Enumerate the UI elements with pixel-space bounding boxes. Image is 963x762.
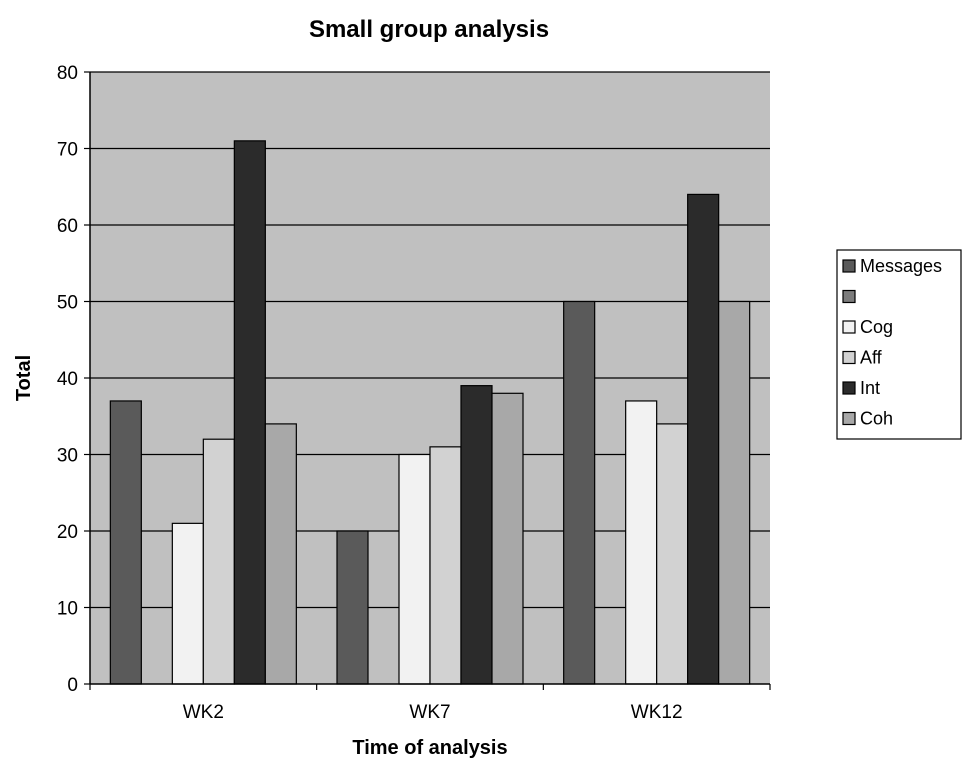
bar-cog-wk12 (625, 400, 658, 685)
legend-items: Messages Cog Aff Int Coh (842, 256, 942, 429)
legend-box (836, 249, 962, 440)
bar-messages-wk7 (336, 530, 369, 685)
bar-int-wk2 (233, 140, 266, 685)
bar-coh-wk2 (264, 423, 297, 685)
x-axis-ticks: WK2 WK7 WK12 (89, 684, 771, 723)
legend-label: Cog (860, 317, 893, 337)
legend-swatch (842, 350, 856, 365)
bar-coh-wk7 (491, 392, 524, 685)
legend-swatch (842, 289, 856, 304)
y-tick-label: 60 (57, 216, 78, 237)
legend-label: Coh (860, 409, 893, 429)
y-tick-label: 0 (67, 675, 78, 696)
y-tick-label: 40 (57, 369, 78, 390)
x-tick-label: WK2 (183, 702, 224, 723)
y-tick-label: 50 (57, 293, 78, 314)
bar-int-wk12 (687, 193, 720, 685)
y-tick-label: 70 (57, 140, 78, 161)
bar-aff-wk7 (429, 446, 462, 685)
y-tick-label: 10 (57, 599, 78, 620)
legend-label: Int (860, 378, 880, 398)
legend-swatch (842, 320, 856, 334)
bar-messages-wk2 (109, 400, 142, 685)
bar-messages-wk12 (563, 300, 596, 685)
y-tick-label: 80 (57, 63, 78, 84)
bar-coh-wk12 (718, 300, 751, 685)
y-axis-title: Total (13, 355, 35, 401)
y-tick-label: 30 (57, 446, 78, 467)
chart-title: Small group analysis (309, 16, 549, 43)
legend-swatch (842, 259, 856, 273)
y-tick-label: 20 (57, 522, 78, 543)
legend: Messages Cog Aff Int Coh (836, 249, 962, 440)
legend-label: Aff (860, 348, 883, 368)
legend-swatch (842, 381, 856, 395)
x-tick-label: WK7 (409, 702, 450, 723)
bar-int-wk7 (460, 385, 493, 685)
bar-aff-wk12 (656, 423, 689, 685)
x-tick-label: WK12 (631, 702, 683, 723)
bars (109, 140, 751, 685)
bar-cog-wk7 (398, 453, 431, 685)
legend-label: Messages (860, 256, 942, 276)
bar-cog-wk2 (171, 522, 204, 685)
legend-swatch (842, 411, 856, 426)
bar-aff-wk2 (202, 438, 235, 685)
x-axis-title: Time of analysis (352, 737, 507, 759)
y-axis-ticks: 0 10 20 30 40 50 60 70 80 (57, 63, 90, 696)
